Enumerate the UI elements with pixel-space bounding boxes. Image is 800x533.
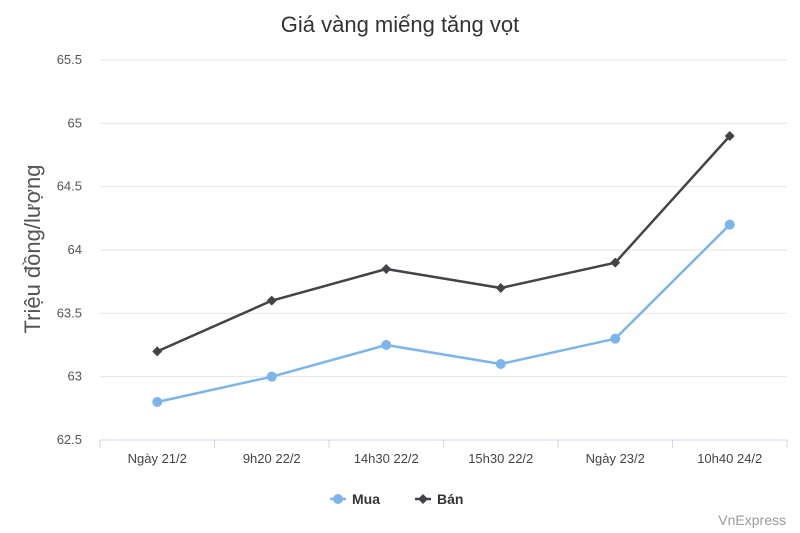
source-credit: VnExpress: [718, 512, 786, 528]
x-tick-label: Ngày 21/2: [128, 451, 187, 466]
y-tick-label: 64: [68, 242, 82, 257]
series-0: [152, 219, 735, 407]
x-tick-label: 10h40 24/2: [697, 451, 762, 466]
data-point[interactable]: [610, 257, 621, 268]
gridlines: [100, 59, 787, 441]
y-axis-label: Triệu đồng/lượng: [20, 165, 45, 334]
legend-marker: [333, 494, 343, 504]
legend-item[interactable]: Bán: [415, 491, 463, 507]
series-line: [156, 223, 731, 404]
data-point[interactable]: [381, 264, 392, 274]
x-tick-label: 14h30 22/2: [354, 451, 419, 466]
chart-title: Giá vàng miếng tăng vọt: [281, 12, 519, 37]
data-point[interactable]: [266, 371, 277, 382]
data-point[interactable]: [495, 359, 506, 369]
legend[interactable]: Mua Bán: [330, 491, 463, 507]
legend-item[interactable]: Mua: [330, 491, 380, 507]
y-tick-label: 62.5: [57, 432, 82, 447]
y-axis-ticks: 62.5 63 63.5 64 64.5 65 65.5: [57, 52, 82, 447]
data-point[interactable]: [610, 333, 621, 344]
data-point[interactable]: [381, 340, 392, 350]
legend-marker: [418, 494, 428, 504]
x-tick-label: Ngày 23/2: [586, 451, 645, 466]
series-line: [156, 134, 731, 353]
data-point[interactable]: [266, 295, 277, 306]
y-tick-label: 65: [68, 115, 82, 130]
y-tick-label: 65.5: [57, 52, 82, 67]
legend-label: Bán: [437, 491, 463, 507]
y-tick-label: 63.5: [57, 305, 82, 320]
x-axis-tick-marks: [99, 440, 788, 448]
y-tick-label: 64.5: [57, 179, 82, 194]
x-tick-label: 9h20 22/2: [243, 451, 301, 466]
legend-label: Mua: [352, 491, 380, 507]
y-tick-label: 63: [68, 369, 82, 384]
data-point[interactable]: [152, 346, 163, 357]
data-point[interactable]: [495, 283, 506, 293]
x-axis-ticks: Ngày 21/2 9h20 22/2 14h30 22/2 15h30 22/2 Ng…: [128, 451, 763, 466]
data-point[interactable]: [724, 219, 735, 230]
series-group: [152, 131, 735, 407]
data-point[interactable]: [724, 131, 735, 141]
data-point[interactable]: [152, 397, 163, 407]
series-1: [152, 131, 735, 357]
x-tick-label: 15h30 22/2: [468, 451, 533, 466]
